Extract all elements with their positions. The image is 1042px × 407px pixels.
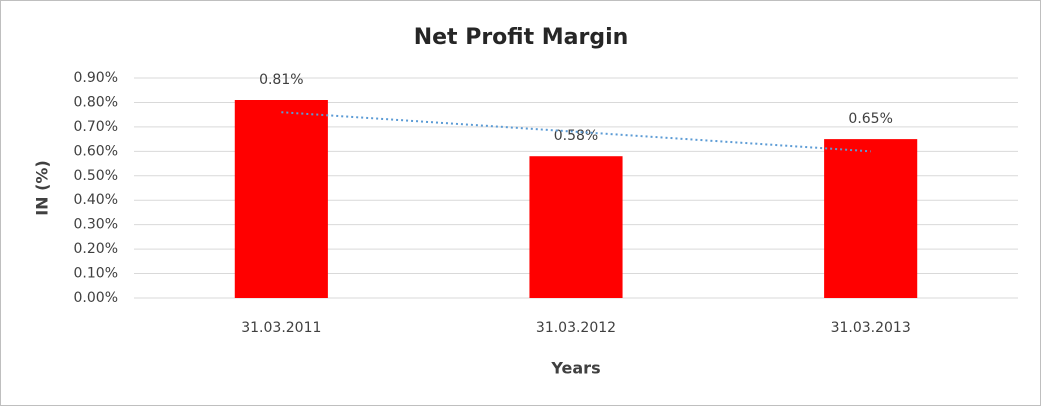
bar [234, 100, 328, 298]
bar [529, 156, 623, 298]
trendline [281, 111, 871, 153]
x-tick-label: 31.03.2013 [831, 320, 911, 336]
y-tick-label: 0.60% [74, 143, 118, 159]
data-label: 0.81% [259, 72, 303, 88]
y-tick-label: 0.70% [74, 119, 118, 135]
y-axis-label: IN (%) [33, 160, 52, 216]
data-label: 0.65% [848, 111, 892, 127]
y-tick-label: 0.30% [74, 217, 118, 233]
bar [824, 139, 918, 298]
chart-title: Net Profit Margin [414, 25, 629, 50]
y-tick-label: 0.90% [74, 70, 118, 86]
y-tick-label: 0.50% [74, 168, 118, 184]
y-tick-label: 0.00% [74, 290, 118, 306]
y-tick-label: 0.80% [74, 94, 118, 110]
x-axis-label: Years [550, 359, 600, 378]
data-label: 0.58% [554, 128, 598, 144]
x-tick-label: 31.03.2012 [536, 320, 616, 336]
y-tick-label: 0.20% [74, 241, 118, 257]
y-tick-label: 0.40% [74, 192, 118, 208]
y-tick-label: 0.10% [74, 266, 118, 282]
x-tick-label: 31.03.2011 [241, 320, 321, 336]
